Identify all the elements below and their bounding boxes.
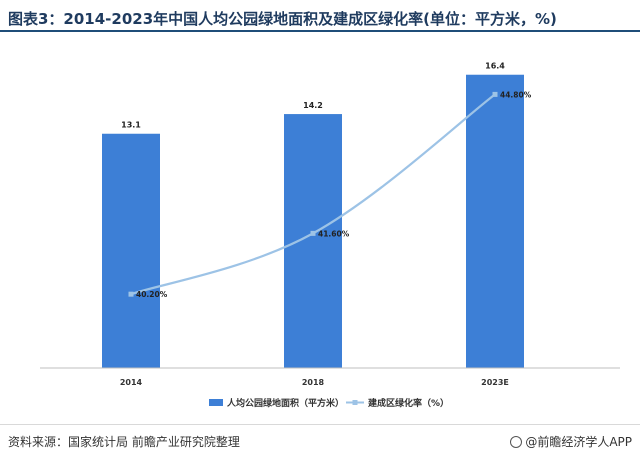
brand-logo-icon — [510, 436, 523, 448]
bar-value-label: 14.2 — [303, 101, 323, 110]
brand-credit: @前瞻经济学人APP — [510, 433, 632, 450]
line-point-2014 — [128, 291, 134, 297]
source-note: 资料来源：国家统计局 前瞻产业研究院整理 — [8, 435, 240, 449]
line-value-label: 41.60% — [318, 229, 350, 238]
bar-value-label: 13.1 — [121, 121, 141, 130]
chart-title: 图表3：2014-2023年中国人均公园绿地面积及建成区绿化率(单位：平方米，%… — [8, 10, 557, 28]
line-value-label: 40.20% — [136, 290, 168, 299]
bar-2023E — [466, 74, 524, 368]
bar-value-label: 16.4 — [485, 62, 505, 71]
bar-2018 — [284, 114, 342, 368]
legend-line-marker — [352, 400, 358, 405]
x-tick-label: 2014 — [120, 378, 143, 387]
line-value-label: 44.80% — [500, 90, 532, 99]
footer: 资料来源：国家统计局 前瞻产业研究院整理 @前瞻经济学人APP — [0, 424, 640, 460]
chart-area: 13.1 14.2 16.4 40.20% 41.60% 44.80% 2014 2018… — [40, 62, 620, 409]
title-divider — [0, 30, 640, 32]
line-point-2018 — [310, 230, 316, 236]
legend-bar-swatch — [209, 399, 223, 406]
legend-line-label: 建成区绿化率（%） — [368, 397, 449, 409]
bars-layer: 13.1 14.2 16.4 — [102, 62, 524, 368]
bar-2014 — [102, 133, 160, 368]
x-tick-labels: 2014 2018 2023E — [120, 378, 509, 387]
legend: 人均公园绿地面积（平方米） 建成区绿化率（%） — [209, 397, 449, 409]
line-layer: 40.20% 41.60% 44.80% — [128, 90, 532, 299]
x-tick-label: 2018 — [302, 378, 325, 387]
line-point-2023E — [492, 91, 498, 97]
legend-bar-label: 人均公园绿地面积（平方米） — [226, 397, 344, 409]
brand-text: @前瞻经济学人APP — [525, 435, 632, 449]
x-tick-label: 2023E — [481, 378, 509, 387]
